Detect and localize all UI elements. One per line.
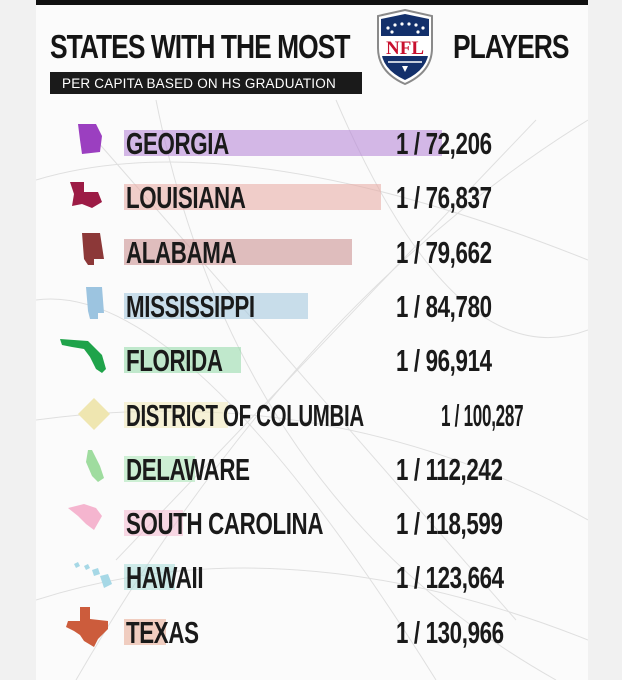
value-label-louisiana: 1 / 76,837 bbox=[396, 180, 492, 216]
nfl-logo-text: NFL bbox=[386, 38, 424, 59]
bar-hawaii bbox=[124, 564, 176, 591]
bar-south-carolina bbox=[124, 510, 183, 537]
bar-georgia bbox=[124, 130, 442, 156]
category-label-delaware: DELAWARE bbox=[126, 451, 250, 487]
right-margin bbox=[587, 0, 622, 680]
hawaii-state-icon bbox=[74, 562, 112, 589]
left-margin bbox=[0, 0, 37, 680]
category-label-georgia: GEORGIA bbox=[126, 126, 229, 161]
georgia-state-icon bbox=[78, 124, 102, 154]
category-label-louisiana: LOUISIANA bbox=[126, 180, 246, 216]
value-label-texas: 1 / 130,966 bbox=[396, 614, 504, 650]
bar-louisiana bbox=[124, 184, 382, 211]
value-label-district-of-columbia: 1 / 100,287 bbox=[441, 397, 524, 433]
bar-mississippi bbox=[124, 292, 309, 319]
category-label-florida: FLORIDA bbox=[126, 343, 223, 379]
subtitle: PER CAPITA BASED ON HS GRADUATION bbox=[62, 76, 336, 91]
value-label-mississippi: 1 / 84,780 bbox=[396, 288, 492, 324]
title-left: STATES WITH THE MOST bbox=[50, 28, 350, 65]
mississippi-state-icon bbox=[86, 286, 104, 319]
category-label-hawaii: HAWAII bbox=[126, 560, 204, 596]
bar-florida bbox=[124, 347, 241, 374]
delaware-state-icon bbox=[86, 449, 104, 482]
louisiana-state-icon bbox=[70, 182, 102, 209]
bar-alabama bbox=[124, 238, 352, 265]
value-label-florida: 1 / 96,914 bbox=[396, 343, 492, 379]
infographic: STATES WITH THE MOST NFL PLAYERS PER CAP… bbox=[36, 0, 588, 680]
bar-texas bbox=[124, 618, 166, 645]
category-label-mississippi: MISSISSIPPI bbox=[126, 288, 255, 324]
top-rule bbox=[36, 0, 588, 5]
alabama-state-icon bbox=[82, 232, 104, 265]
district-of-columbia-state-icon bbox=[78, 397, 110, 430]
title-right: PLAYERS bbox=[453, 28, 570, 65]
bar-district-of-columbia bbox=[124, 401, 229, 428]
south-carolina-state-icon bbox=[68, 504, 102, 531]
value-label-delaware: 1 / 112,242 bbox=[396, 451, 503, 487]
category-label-texas: TEXAS bbox=[126, 614, 199, 650]
category-label-south-carolina: SOUTH CAROLINA bbox=[126, 506, 324, 542]
background-texture bbox=[36, 99, 588, 680]
category-label-district-of-columbia: DISTRICT OF COLUMBIA bbox=[126, 397, 364, 433]
category-label-alabama: ALABAMA bbox=[126, 234, 237, 270]
texas-state-icon bbox=[66, 606, 108, 647]
florida-state-icon bbox=[60, 339, 106, 374]
value-label-alabama: 1 / 79,662 bbox=[396, 234, 492, 270]
subtitle-bar: PER CAPITA BASED ON HS GRADUATION bbox=[50, 72, 362, 94]
value-label-hawaii: 1 / 123,664 bbox=[396, 560, 504, 596]
value-label-south-carolina: 1 / 118,599 bbox=[396, 506, 503, 542]
nfl-shield-logo: NFL bbox=[377, 8, 433, 86]
value-label-georgia: 1 / 72,206 bbox=[396, 126, 492, 161]
bar-delaware bbox=[124, 455, 195, 482]
